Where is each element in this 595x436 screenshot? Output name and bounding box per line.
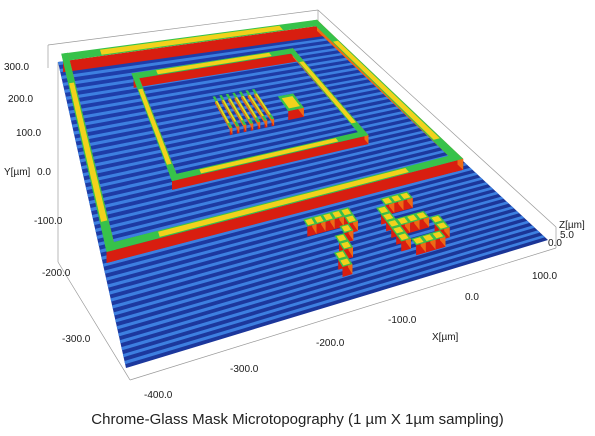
numeral-cell-crest bbox=[341, 225, 352, 232]
numeral-cell-crest bbox=[393, 226, 404, 234]
test-post-crest bbox=[235, 97, 251, 119]
numeral-cell-crest bbox=[336, 234, 347, 242]
scan-stripe bbox=[115, 206, 515, 323]
inner-frame-crest bbox=[299, 61, 357, 124]
test-pad-crest bbox=[281, 96, 300, 109]
scan-stripe bbox=[124, 235, 546, 365]
y-axis-title: Y[µm] bbox=[4, 167, 31, 178]
inner-frame-crest bbox=[199, 138, 339, 174]
numeral-cell-crest bbox=[391, 195, 402, 202]
test-post-crest bbox=[215, 100, 230, 124]
numeral-cell-crest bbox=[323, 213, 333, 221]
y-tick-label: -300.0 bbox=[62, 334, 91, 345]
scan-stripe bbox=[122, 230, 541, 358]
outer-frame-side bbox=[106, 158, 464, 263]
scan-stripe bbox=[70, 66, 364, 121]
inner-frame-crest bbox=[156, 52, 272, 75]
z-axis-title: Z[µm] bbox=[559, 220, 585, 231]
z-tick-label: 5.0 bbox=[560, 230, 574, 241]
numeral-cell-crest bbox=[416, 212, 427, 219]
scan-stripe bbox=[85, 114, 416, 191]
scan-stripe bbox=[61, 37, 333, 79]
outer-frame-side bbox=[63, 25, 323, 73]
numeral-cell-crest bbox=[305, 218, 315, 226]
z-tick-label: 0.0 bbox=[548, 238, 562, 249]
scan-stripe bbox=[84, 109, 411, 184]
scan-stripe bbox=[82, 105, 406, 177]
x-axis: 100.0 0.0 -100.0 X[µm] -200.0 -300.0 -40… bbox=[144, 271, 557, 401]
z-axis: Z[µm] 5.0 0.0 bbox=[548, 220, 585, 249]
x-tick-label: 100.0 bbox=[532, 271, 557, 282]
numeral-cell-crest bbox=[336, 251, 346, 259]
inner-frame-crest bbox=[138, 88, 172, 165]
numeral-cell-crest bbox=[413, 237, 424, 244]
x-tick-label: -200.0 bbox=[316, 338, 345, 349]
numeral-cell-crest bbox=[400, 192, 411, 199]
figure-caption: Chrome-Glass Mask Microtopography (1 µm … bbox=[91, 411, 504, 428]
scan-stripe bbox=[102, 167, 473, 267]
inner-frame-side bbox=[133, 52, 297, 88]
numeral-cell-crest bbox=[382, 197, 393, 204]
chrome-features bbox=[61, 19, 464, 277]
scan-stripe bbox=[67, 56, 354, 107]
x-tick-label: -100.0 bbox=[388, 315, 417, 326]
numeral-cell-crest bbox=[378, 206, 389, 214]
y-tick-label: 300.0 bbox=[4, 62, 29, 73]
numeral-cell-crest bbox=[436, 222, 448, 229]
numeral-cell-crest bbox=[432, 231, 444, 239]
scan-stripe bbox=[92, 134, 437, 219]
scan-stripe bbox=[68, 61, 359, 114]
numeral-cell-crest bbox=[341, 241, 351, 249]
y-tick-label: -200.0 bbox=[42, 268, 71, 279]
y-tick-label: 200.0 bbox=[8, 94, 33, 105]
y-axis: 300.0 200.0 100.0 0.0 Y[µm] -100.0 -200.… bbox=[4, 62, 91, 345]
test-post-crest bbox=[228, 98, 244, 121]
numeral-cell-crest bbox=[388, 220, 399, 227]
outer-frame-crest bbox=[333, 40, 440, 140]
test-post-crest bbox=[248, 94, 264, 117]
numeral-cell-crest bbox=[397, 217, 408, 224]
test-post-crest bbox=[242, 96, 257, 118]
numeral-cell-crest bbox=[340, 258, 351, 266]
numeral-cell-crest bbox=[346, 215, 356, 223]
y-tick-label: -100.0 bbox=[34, 216, 63, 227]
grid-frame bbox=[47, 9, 557, 381]
scan-stripe bbox=[98, 153, 458, 246]
test-post-crest bbox=[255, 93, 271, 115]
numeral-cell-crest bbox=[332, 211, 342, 218]
numeral-cell-crest bbox=[314, 216, 324, 223]
x-axis-title: X[µm] bbox=[432, 332, 459, 343]
test-post-crest bbox=[222, 99, 237, 122]
scan-stripe bbox=[109, 187, 494, 295]
scan-stripe bbox=[121, 225, 535, 351]
inner-frame-side bbox=[172, 135, 369, 190]
outer-frame-crest bbox=[158, 168, 409, 237]
scan-stripe bbox=[93, 138, 442, 226]
numeral-cell-crest bbox=[383, 213, 394, 220]
scan-stripe bbox=[96, 148, 452, 239]
scan-stripe bbox=[71, 71, 370, 128]
numeral-cell-crest bbox=[431, 215, 442, 223]
y-tick-label: 100.0 bbox=[16, 128, 41, 139]
numeral-cell-crest bbox=[398, 233, 409, 241]
outer-frame-crest bbox=[69, 82, 108, 222]
outer-frame-crest bbox=[100, 25, 283, 55]
numeral-cell-crest bbox=[422, 234, 434, 241]
numeral-cell-crest bbox=[341, 208, 352, 216]
x-tick-label: -300.0 bbox=[230, 364, 259, 375]
y-tick-label: 0.0 bbox=[37, 167, 51, 178]
x-tick-label: -400.0 bbox=[144, 390, 173, 401]
scan-stripe bbox=[95, 143, 447, 232]
scan-stripe bbox=[81, 100, 401, 170]
x-tick-label: 0.0 bbox=[465, 292, 479, 303]
scan-stripe bbox=[90, 129, 432, 212]
numeral-cell-crest bbox=[407, 214, 418, 222]
